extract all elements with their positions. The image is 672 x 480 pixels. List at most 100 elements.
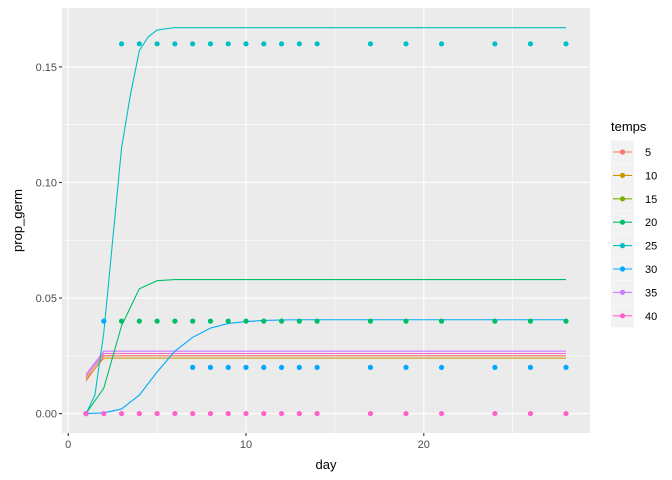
legend-label-10: 10 — [645, 170, 657, 182]
data-point-40 — [492, 410, 498, 417]
data-point-20 — [367, 318, 374, 324]
data-point-30 — [563, 364, 569, 370]
legend-point-35 — [619, 289, 626, 295]
data-point-20 — [563, 318, 569, 324]
data-point-40 — [118, 410, 125, 417]
data-point-40 — [438, 410, 445, 417]
data-point-20 — [190, 318, 196, 324]
data-point-20 — [278, 318, 285, 324]
data-point-40 — [190, 410, 196, 417]
legend-point-30 — [619, 266, 626, 272]
axes: 0.00 0.05 0.10 0.15 0 10 20 — [36, 62, 430, 451]
data-point-20 — [527, 318, 534, 324]
data-point-25 — [403, 41, 409, 47]
grid — [62, 8, 590, 433]
y-tick-label: 0.05 — [36, 293, 57, 305]
data-point-25 — [314, 41, 320, 47]
data-point-20 — [207, 318, 214, 324]
data-point-30 — [314, 364, 320, 370]
data-point-25 — [438, 41, 445, 47]
data-point-20 — [118, 318, 125, 324]
legend-point-25 — [619, 243, 626, 249]
data-point-25 — [243, 41, 249, 47]
x-tick-label: 0 — [65, 439, 71, 451]
legend-point-5 — [619, 149, 626, 155]
data-points — [83, 41, 569, 417]
x-tick-label: 20 — [418, 439, 430, 451]
data-point-40 — [243, 410, 249, 417]
data-point-25 — [278, 41, 285, 47]
y-axis-title: prop_germ — [10, 189, 25, 252]
data-point-40 — [261, 410, 267, 417]
data-point-20 — [296, 318, 302, 324]
legend-label-35: 35 — [645, 287, 657, 299]
data-point-40 — [172, 410, 178, 417]
legend-label-5: 5 — [645, 147, 651, 159]
data-point-20 — [403, 318, 409, 324]
data-point-20 — [243, 318, 249, 324]
legend-label-40: 40 — [645, 311, 657, 323]
legend-label-30: 30 — [645, 264, 657, 276]
data-point-30 — [190, 364, 196, 370]
data-point-40 — [403, 410, 409, 417]
data-point-20 — [438, 318, 445, 324]
data-point-40 — [367, 410, 374, 417]
data-point-25 — [261, 41, 267, 47]
legend-label-15: 15 — [645, 194, 657, 206]
data-point-30 — [403, 364, 409, 370]
data-point-25 — [296, 41, 302, 47]
data-point-40 — [278, 410, 285, 417]
data-point-30 — [207, 364, 214, 370]
plot-panel — [62, 8, 590, 433]
data-point-30 — [261, 364, 267, 370]
data-point-25 — [492, 41, 498, 47]
data-point-20 — [225, 318, 231, 324]
data-point-30 — [225, 364, 231, 370]
data-point-25 — [225, 41, 231, 47]
legend-point-10 — [619, 172, 626, 178]
data-point-40 — [527, 410, 534, 417]
data-point-20 — [136, 318, 142, 324]
data-point-30 — [243, 364, 249, 370]
data-point-30 — [527, 364, 534, 370]
data-point-40 — [136, 410, 142, 417]
data-point-25 — [367, 41, 374, 47]
data-point-25 — [527, 41, 534, 47]
data-point-40 — [563, 410, 569, 417]
data-point-40 — [296, 410, 302, 417]
legend-label-25: 25 — [645, 241, 657, 253]
data-point-30 — [278, 364, 285, 370]
data-point-30 — [101, 318, 107, 324]
data-point-25 — [563, 41, 569, 47]
data-point-30 — [438, 364, 445, 370]
data-point-20 — [261, 318, 267, 324]
data-point-25 — [154, 41, 160, 47]
legend-point-15 — [619, 196, 626, 202]
legend-point-20 — [619, 219, 626, 225]
y-tick-label: 0.10 — [36, 177, 57, 189]
data-point-40 — [83, 410, 89, 417]
fit-line-40 — [85, 352, 566, 377]
data-point-20 — [154, 318, 160, 324]
fit-line-35 — [85, 350, 566, 375]
data-point-20 — [314, 318, 320, 324]
data-point-20 — [172, 318, 178, 324]
data-point-25 — [118, 41, 125, 47]
legend-label-20: 20 — [645, 217, 657, 229]
data-point-40 — [154, 410, 160, 417]
data-point-30 — [296, 364, 302, 370]
data-point-40 — [314, 410, 320, 417]
data-point-30 — [367, 364, 374, 370]
fit-lines — [85, 27, 566, 415]
data-point-25 — [207, 41, 214, 47]
data-point-40 — [225, 410, 231, 417]
legend: temps 5 10 15 20 25 30 35 40 — [611, 119, 657, 328]
data-point-25 — [136, 41, 142, 47]
fit-line-20 — [85, 278, 566, 414]
legend-title: temps — [611, 119, 647, 134]
data-point-30 — [492, 364, 498, 370]
data-point-25 — [172, 41, 178, 47]
y-tick-label: 0.00 — [36, 409, 57, 421]
fit-line-25 — [85, 27, 566, 414]
